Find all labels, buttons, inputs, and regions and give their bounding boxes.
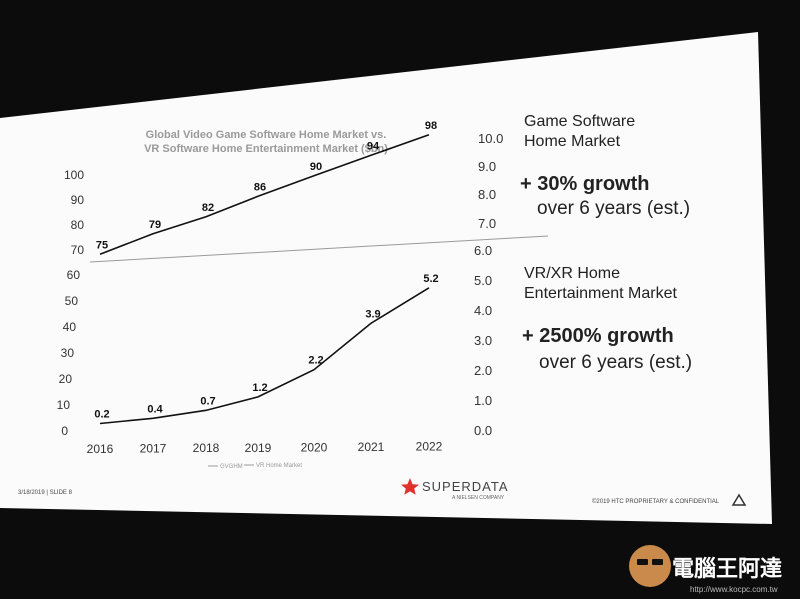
bottom-ytick: 20: [59, 372, 73, 386]
mascot-icon: [629, 545, 671, 587]
bottom-right-tick: 1.0: [474, 393, 492, 408]
watermark-text: 電腦王阿達: [672, 556, 782, 581]
x-tick-label: 2018: [193, 441, 220, 455]
game-market-data-label: 90: [310, 161, 322, 173]
superdata-logo: SUPERDATA A NIELSEN COMPANY: [401, 478, 509, 501]
top-right-tick: 9.0: [478, 159, 496, 174]
watermark-url: http://www.kocpc.com.tw: [690, 585, 778, 594]
brand-subtitle: A NIELSEN COMPANY: [452, 495, 505, 501]
top-ytick: 70: [71, 243, 85, 257]
mascot-glasses-icon: [637, 559, 648, 565]
chart-title-line-2: VR Software Home Entertainment Market ($…: [144, 143, 388, 155]
top-right-tick: 10.0: [478, 131, 503, 146]
vr-growth-sub: over 6 years (est.): [539, 352, 692, 373]
game-growth: + 30% growth: [520, 173, 649, 195]
bottom-left-axis: 0 10 20 30 40 50 60: [57, 268, 81, 438]
slide-background: [0, 32, 772, 524]
vr-heading-line-2: Entertainment Market: [524, 285, 678, 302]
chart-legend: GVGHM VR Home Market: [208, 463, 302, 470]
game-market-data-label: 98: [425, 120, 437, 132]
x-tick-label: 2017: [140, 442, 167, 456]
game-market-data-label: 86: [254, 181, 266, 193]
bottom-right-tick: 0.0: [474, 423, 492, 438]
htc-logo-icon: [731, 493, 747, 506]
footer-date-slide: 3/18/2019 | SLIDE 8: [18, 490, 73, 496]
game-heading-line-1: Game Software: [524, 113, 635, 130]
star-icon: [401, 478, 419, 495]
vr-growth: + 2500% growth: [522, 325, 674, 347]
top-right-tick: 7.0: [478, 216, 496, 231]
bottom-ytick: 10: [57, 398, 71, 412]
game-market-data-label: 75: [96, 239, 108, 251]
bottom-right-tick: 5.0: [474, 273, 492, 288]
top-ytick: 100: [64, 168, 84, 182]
bottom-ytick: 50: [65, 294, 79, 308]
bottom-ytick: 60: [67, 268, 81, 282]
top-ytick: 90: [71, 193, 85, 207]
game-heading-line-2: Home Market: [524, 133, 621, 150]
chart-divider: [89, 235, 549, 263]
bottom-ytick: 30: [61, 346, 75, 360]
x-tick-label: 2021: [358, 440, 385, 454]
top-right-tick: 8.0: [478, 187, 496, 202]
footer-copyright: ©2019 HTC PROPRIETARY & CONFIDENTIAL: [592, 498, 720, 505]
vr-market-data-label: 0.4: [147, 403, 163, 415]
watermark: 電腦王阿達 http://www.kocpc.com.tw: [629, 545, 782, 594]
game-market-series: 75 79 82 86 90 94 98: [96, 120, 437, 255]
vr-heading-line-1: VR/XR Home: [524, 265, 620, 282]
vr-market-data-label: 0.2: [94, 409, 109, 421]
brand-name: SUPERDATA: [422, 479, 509, 494]
bottom-ytick: 0: [61, 424, 68, 438]
x-tick-label: 2016: [87, 442, 114, 456]
x-tick-label: 2019: [245, 441, 272, 455]
vr-market-data-label: 3.9: [365, 308, 380, 320]
top-left-axis: 70 80 90 100: [64, 168, 84, 257]
vr-market-data-label: 1.2: [252, 382, 267, 394]
bottom-right-tick: 3.0: [474, 333, 492, 348]
bottom-right-axis: 0.0 1.0 2.0 3.0 4.0 5.0 6.0: [474, 243, 492, 438]
vr-market-series: 0.2 0.4 0.7 1.2 2.2 3.9 5.2: [94, 273, 439, 425]
legend-label: VR Home Market: [256, 463, 302, 469]
legend-label: GVGHM: [220, 464, 243, 470]
mascot-glasses-icon: [652, 559, 663, 565]
bottom-right-tick: 2.0: [474, 363, 492, 378]
chart-title-line-1: Global Video Game Software Home Market v…: [146, 129, 387, 141]
bottom-ytick: 40: [63, 320, 77, 334]
x-tick-label: 2020: [301, 440, 328, 454]
bottom-right-tick: 6.0: [474, 243, 492, 258]
top-right-axis: 7.0 8.0 9.0 10.0: [478, 131, 503, 231]
vr-market-data-label: 0.7: [200, 395, 215, 407]
bottom-right-tick: 4.0: [474, 303, 492, 318]
game-market-data-label: 82: [202, 202, 214, 214]
top-ytick: 80: [71, 218, 85, 232]
game-market-data-label: 94: [367, 140, 380, 152]
x-axis: 2016 2017 2018 2019 2020 2021 2022: [87, 440, 443, 456]
x-tick-label: 2022: [416, 440, 443, 454]
game-growth-sub: over 6 years (est.): [537, 198, 690, 219]
vr-market-data-label: 2.2: [308, 355, 323, 367]
game-market-callout: Game Software Home Market + 30% growth o…: [520, 113, 690, 219]
vr-market-line: [99, 287, 430, 425]
vr-market-callout: VR/XR Home Entertainment Market + 2500% …: [522, 265, 692, 373]
game-market-line: [99, 134, 430, 255]
game-market-data-label: 79: [149, 219, 161, 231]
vr-market-data-label: 5.2: [423, 273, 438, 285]
